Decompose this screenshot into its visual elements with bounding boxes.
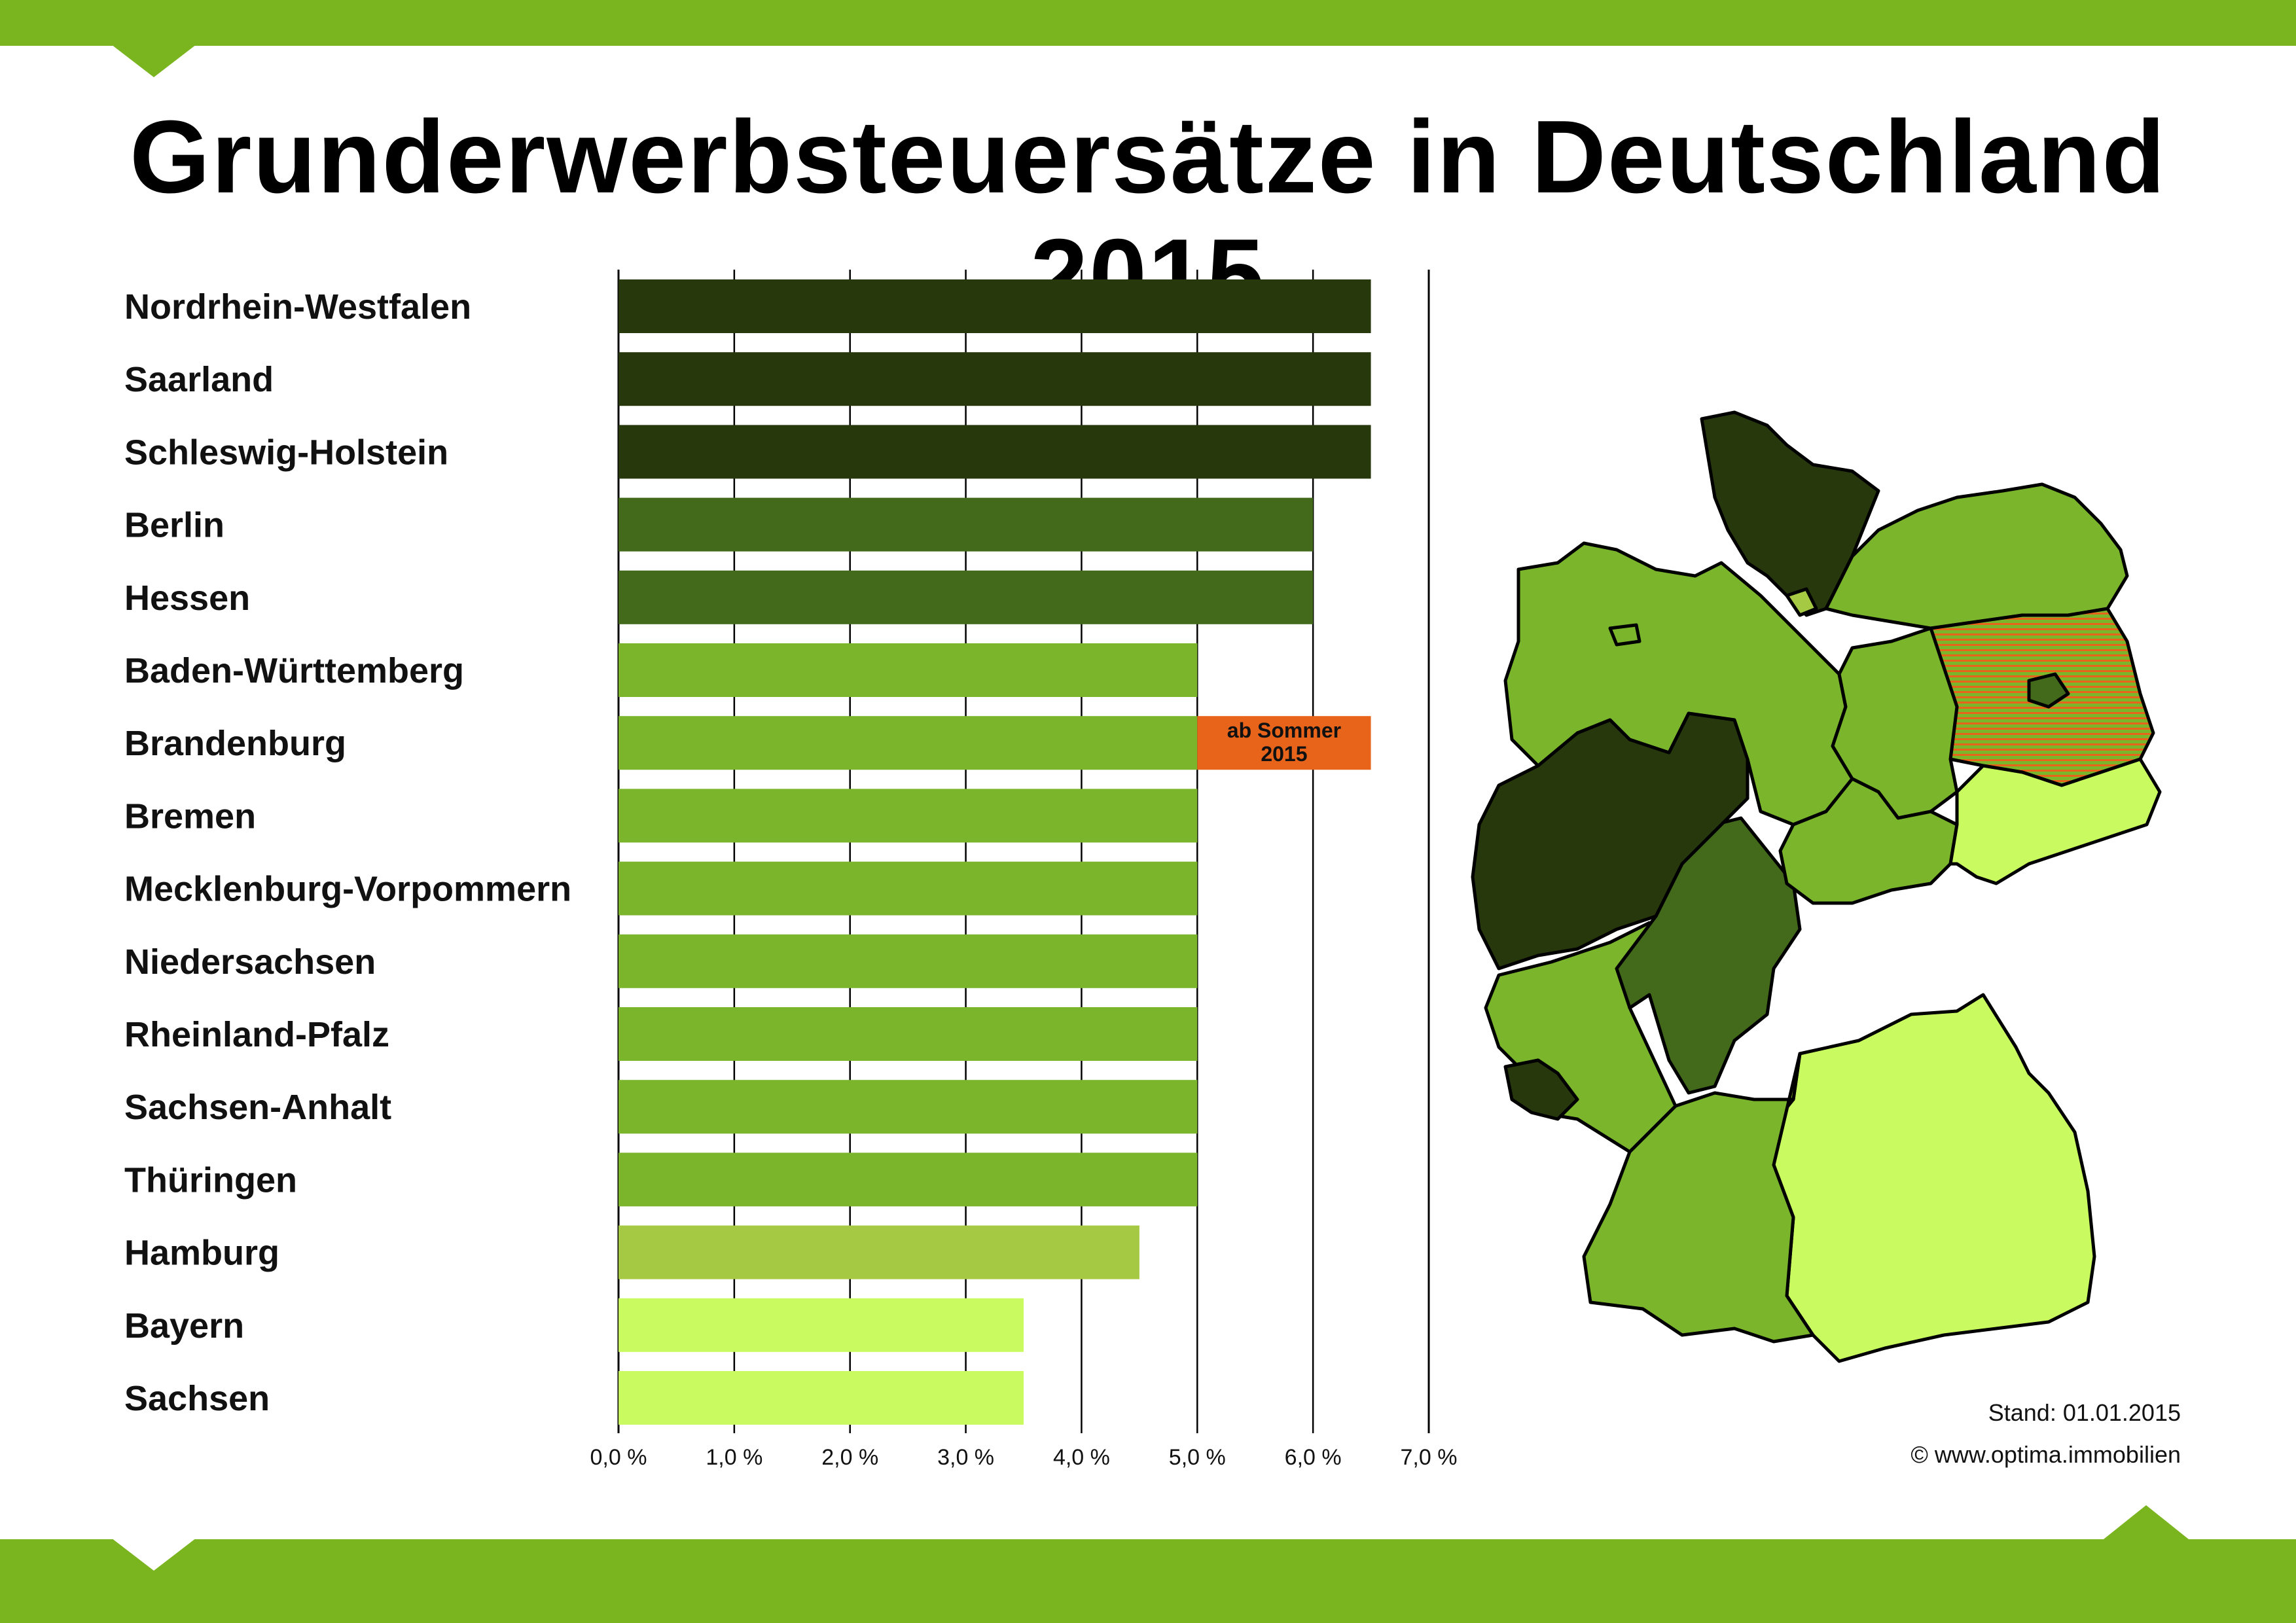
category-label: Schleswig-Holstein <box>124 433 448 472</box>
category-label: Rheinland-Pfalz <box>124 1015 389 1054</box>
x-tick-label: 1,0 % <box>706 1445 762 1470</box>
page-title: Grunderwerbsteuersätze in Deutschland 20… <box>130 99 2166 333</box>
bar <box>619 425 1371 479</box>
bar <box>619 352 1371 406</box>
bar <box>619 1080 1198 1134</box>
bottom-band <box>0 1539 2296 1623</box>
map-region-baden-wuerttemberg <box>1582 1052 1815 1344</box>
category-label: Thüringen <box>124 1160 297 1200</box>
top-band <box>0 0 2296 46</box>
bar <box>619 497 1314 552</box>
map-region-bremen <box>1608 623 1641 647</box>
category-label: Mecklenburg-Vorpommern <box>124 870 571 909</box>
category-label: Bayern <box>124 1306 244 1346</box>
category-label: Brandenburg <box>124 724 346 763</box>
bar-chart: 0,0 % 1,0 % 2,0 % 3,0 % 4,0 % 5,0 % 6,0 % 7,0 %… <box>124 270 1458 1470</box>
map-region-mecklenburg-vorpommern <box>1824 482 2129 630</box>
map-region-hamburg <box>1785 587 1818 617</box>
map-region-berlin <box>2027 672 2070 709</box>
bottom-left-notch <box>111 1538 196 1571</box>
category-label: Hamburg <box>124 1234 279 1273</box>
germany-map <box>1471 410 2162 1363</box>
category-label: Hessen <box>124 579 250 618</box>
x-tick-label: 0,0 % <box>590 1445 647 1470</box>
annotation-text: 2015 <box>1261 742 1307 766</box>
category-label: Saarland <box>124 360 274 399</box>
category-label: Sachsen <box>124 1379 270 1418</box>
bar <box>619 570 1314 624</box>
category-label: Bremen <box>124 796 256 836</box>
bar <box>619 643 1198 697</box>
category-label: Baden-Württemberg <box>124 651 464 690</box>
bar <box>619 1225 1139 1279</box>
bar <box>619 1152 1198 1207</box>
bar <box>619 1007 1198 1061</box>
bar <box>619 279 1371 333</box>
top-left-notch <box>111 45 196 77</box>
map-region-hessen <box>1615 816 1802 1095</box>
category-label: Niedersachsen <box>124 942 376 982</box>
bottom-right-notch <box>2104 1505 2189 1539</box>
annotation-text: ab Sommer <box>1227 719 1341 742</box>
stand-date: Stand: 01.01.2015 <box>1988 1399 2181 1426</box>
bar <box>619 861 1198 916</box>
bar <box>619 1371 1024 1425</box>
top-right-notch <box>2104 13 2189 46</box>
x-tick-label: 3,0 % <box>937 1445 994 1470</box>
x-tick-label: 7,0 % <box>1401 1445 1458 1470</box>
map-region-bayern <box>1765 993 2096 1363</box>
bar <box>619 716 1198 770</box>
x-tick-label: 6,0 % <box>1285 1445 1342 1470</box>
annotation-box <box>1197 716 1371 770</box>
bar <box>619 934 1198 988</box>
bar <box>619 1298 1024 1352</box>
map-region-saarland <box>1503 1058 1579 1121</box>
x-tick-label: 5,0 % <box>1169 1445 1226 1470</box>
bar <box>619 789 1198 843</box>
category-label: Nordrhein-Westfalen <box>124 287 471 327</box>
map-region-sachsen <box>1948 757 2162 885</box>
x-tick-label: 2,0 % <box>821 1445 878 1470</box>
x-tick-label: 4,0 % <box>1053 1445 1110 1470</box>
category-label: Sachsen-Anhalt <box>124 1088 391 1127</box>
category-label: Berlin <box>124 506 224 545</box>
copyright: © www.optima.immobilien <box>1910 1441 2181 1468</box>
